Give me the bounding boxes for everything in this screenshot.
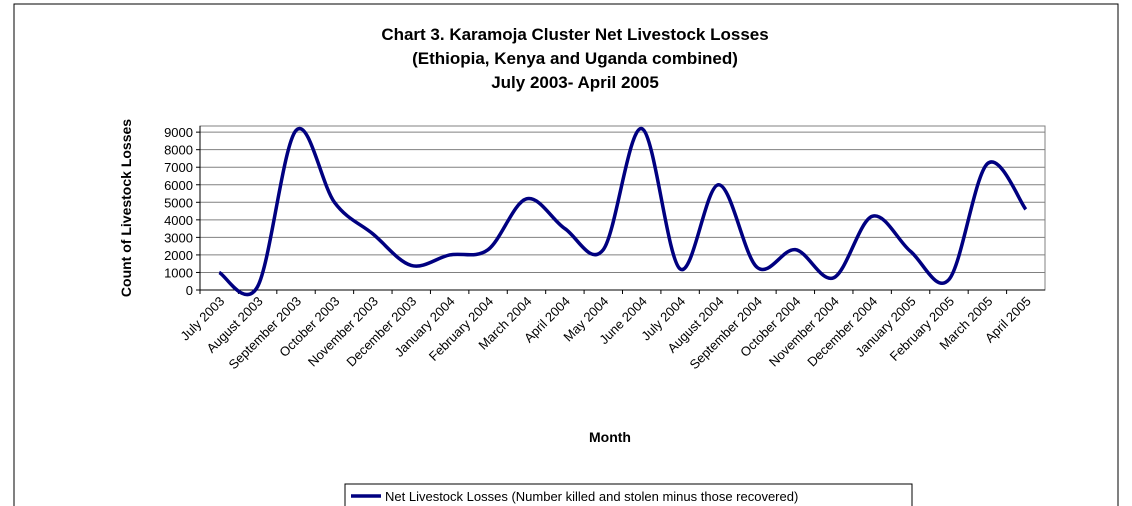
data-line — [218, 126, 1028, 297]
chart-title: Chart 3. Karamoja Cluster Net Livestock … — [381, 25, 768, 44]
y-tick-label: 9000 — [164, 125, 193, 140]
y-tick-label: 1000 — [164, 265, 193, 280]
y-tick-label: 3000 — [164, 230, 193, 245]
chart-subtitle: July 2003- April 2005 — [491, 73, 659, 92]
y-tick-label: 0 — [186, 283, 193, 298]
y-tick-label: 5000 — [164, 195, 193, 210]
y-tick-label: 8000 — [164, 143, 193, 158]
chart-subtitle: (Ethiopia, Kenya and Uganda combined) — [412, 49, 738, 68]
legend-box — [344, 483, 913, 506]
y-axis-title: Count of Livestock Losses — [118, 119, 134, 297]
y-tick-label: 6000 — [164, 178, 193, 193]
legend-label: Net Livestock Losses (Number killed and … — [385, 489, 798, 504]
x-axis-title: Month — [589, 429, 631, 445]
plot-area — [199, 125, 1046, 291]
y-tick-label: 4000 — [164, 213, 193, 228]
y-tick-label: 2000 — [164, 248, 193, 263]
y-tick-label: 7000 — [164, 160, 193, 175]
